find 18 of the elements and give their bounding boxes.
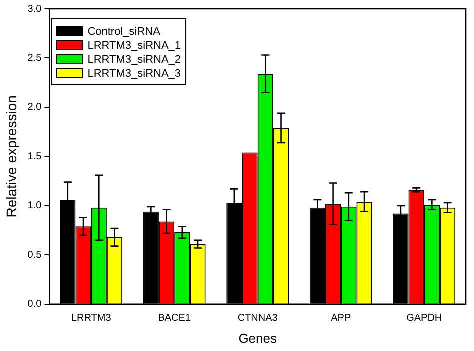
legend-label: LRRTM3_siRNA_3 — [88, 68, 182, 80]
y-tick-label: 1.5 — [28, 151, 42, 162]
y-axis-title: Relative expression — [3, 96, 20, 218]
y-tick-label: 0.0 — [28, 299, 42, 310]
x-tick-label: CTNNA3 — [238, 313, 278, 324]
y-tick-label: 1.0 — [28, 200, 42, 212]
x-tick-label: APP — [331, 313, 352, 324]
legend-label: LRRTM3_siRNA_2 — [88, 54, 182, 66]
legend-label: LRRTM3_siRNA_1 — [88, 40, 182, 52]
x-axis-title: Genes — [238, 330, 278, 346]
y-tick-label: 2.5 — [28, 52, 42, 64]
x-tick-label: BACE1 — [158, 313, 192, 324]
x-tick-label: GAPDH — [406, 313, 442, 324]
y-tick-label: 0.5 — [28, 250, 42, 261]
x-tick-label: LRRTM3 — [71, 313, 112, 324]
y-tick-label: 2.0 — [28, 102, 42, 114]
y-tick-label: 3.0 — [28, 4, 42, 15]
legend-label: Control_siRNA — [88, 26, 162, 38]
